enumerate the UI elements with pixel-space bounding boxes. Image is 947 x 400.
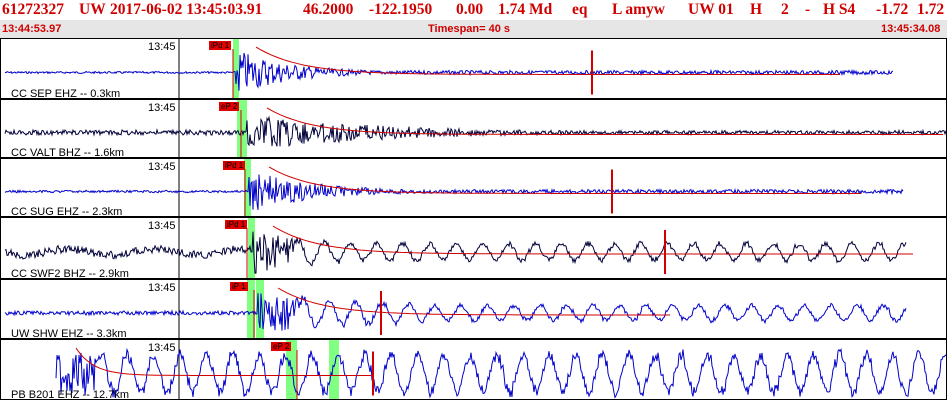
coda-decay-curve bbox=[266, 107, 943, 135]
event-summary-header: 61272327 UW 2017-06-02 13:45:03.91 46.20… bbox=[0, 0, 947, 20]
timespan: Timespan= 40 s bbox=[428, 23, 511, 35]
waveform-plot bbox=[4, 159, 904, 216]
seismogram-panel[interactable]: 13:45 eP 2 PB B201 EHZ -- 12.7km bbox=[0, 339, 947, 400]
pick-highlight-band bbox=[286, 340, 297, 399]
phase-pick-label[interactable]: iPd 1 bbox=[225, 220, 248, 229]
time-label: 13:45 bbox=[148, 161, 176, 173]
pick-highlight-band bbox=[248, 218, 255, 278]
phase-pick-label[interactable]: iPd 1 bbox=[209, 41, 232, 50]
station-label: CC VALT BHZ -- 1.6km bbox=[11, 147, 125, 158]
waveform-trace bbox=[4, 52, 894, 91]
event-id: 61272327 bbox=[2, 1, 64, 18]
longitude: -122.1950 bbox=[369, 1, 433, 18]
depth: 0.00 bbox=[456, 1, 484, 18]
pick-count: 2 bbox=[781, 1, 789, 18]
waveform-plot bbox=[4, 280, 907, 338]
seismogram-panel[interactable]: 13:45 iPd 1 CC SUG EHZ -- 2.3km bbox=[0, 158, 947, 217]
waveform-trace bbox=[4, 115, 946, 147]
phase-pick-label[interactable]: eP 2 bbox=[271, 342, 292, 351]
pick-highlight-band bbox=[256, 280, 264, 338]
waveform-trace bbox=[55, 347, 946, 399]
pick-highlight-band bbox=[244, 159, 251, 216]
time-label: 13:45 bbox=[148, 102, 176, 114]
network-code: UW bbox=[79, 1, 106, 18]
phase-pick-label[interactable]: iPd 1 bbox=[223, 161, 246, 170]
waveform-plot bbox=[4, 100, 946, 157]
pick-highlight-band bbox=[329, 340, 339, 399]
time-label: 13:45 bbox=[148, 282, 176, 294]
time-label: 13:45 bbox=[148, 220, 176, 232]
station-label: CC SEP EHZ -- 0.3km bbox=[11, 88, 121, 99]
waveform-plot bbox=[55, 340, 946, 399]
event-type: eq bbox=[572, 1, 588, 18]
pick-highlight-band bbox=[233, 39, 239, 98]
value-1: -1.72 bbox=[876, 1, 909, 18]
start-time: 13:44:53.97 bbox=[2, 23, 62, 35]
value-2: 1.72 bbox=[917, 1, 945, 18]
station-label: UW SHW EHZ -- 3.3km bbox=[11, 328, 127, 339]
coda-decay-curve bbox=[268, 166, 861, 194]
phase-pick-label[interactable]: eP 2 bbox=[219, 102, 240, 111]
quality: H S4 bbox=[823, 1, 856, 18]
event-flags: L amyw bbox=[612, 1, 665, 18]
latitude: 46.2000 bbox=[303, 1, 354, 18]
coda-decay-curve bbox=[255, 46, 840, 75]
source-code: UW 01 bbox=[688, 1, 734, 18]
seismogram-panel[interactable]: 13:45 iPd 1 CC SEP EHZ -- 0.3km bbox=[0, 38, 947, 99]
phase-pick-label[interactable]: iP 1 bbox=[230, 282, 248, 291]
waveform-plot bbox=[4, 39, 894, 98]
waveform-trace bbox=[4, 174, 904, 210]
coda-decay-curve bbox=[75, 347, 372, 376]
origin-time: 2017-06-02 13:45:03.91 bbox=[110, 1, 263, 18]
coda-decay-curve bbox=[277, 287, 670, 316]
coda-decay-curve bbox=[272, 225, 913, 255]
end-time: 13:45:34.08 bbox=[881, 23, 941, 35]
separator: - bbox=[805, 1, 811, 18]
waveform-trace bbox=[4, 231, 907, 274]
pick-highlight-band bbox=[247, 280, 255, 338]
seismogram-panel[interactable]: 13:45 iP 1 UW SHW EHZ -- 3.3km bbox=[0, 279, 947, 339]
h-field: H bbox=[750, 1, 763, 18]
seismogram-panel[interactable]: 13:45 eP 2 CC VALT BHZ -- 1.6km bbox=[0, 99, 947, 158]
timespan-bar: 13:44:53.97 Timespan= 40 s 13:45:34.08 bbox=[0, 20, 947, 38]
time-label: 13:45 bbox=[148, 342, 176, 354]
station-label: CC SUG EHZ -- 2.3km bbox=[11, 206, 123, 217]
time-label: 13:45 bbox=[148, 41, 176, 53]
station-label: PB B201 EHZ -- 12.7km bbox=[11, 389, 129, 400]
seismogram-panel[interactable]: 13:45 iPd 1 CC SWF2 BHZ -- 2.9km bbox=[0, 217, 947, 279]
pick-highlight-band bbox=[237, 100, 247, 157]
magnitude: 1.74 Md bbox=[498, 1, 553, 18]
waveform-trace bbox=[4, 293, 907, 331]
station-label: CC SWF2 BHZ -- 2.9km bbox=[11, 268, 129, 279]
waveform-plot bbox=[4, 218, 913, 278]
